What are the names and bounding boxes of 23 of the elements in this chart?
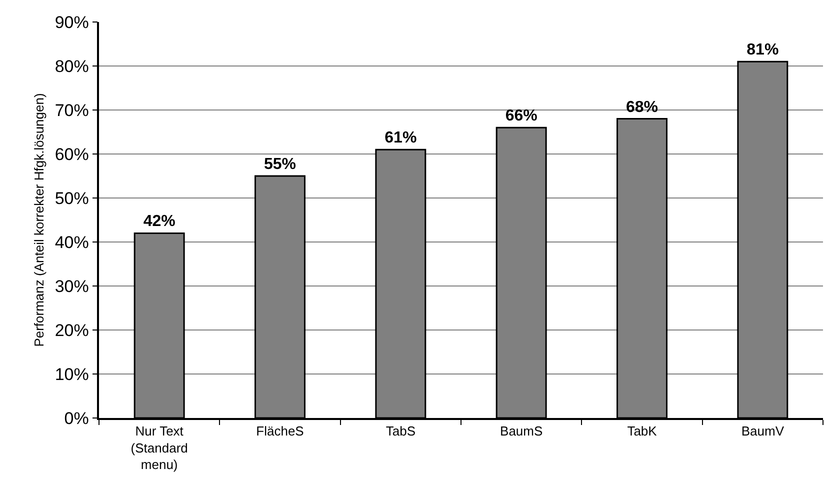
y-tick-label: 80% — [54, 56, 89, 76]
x-tick-label: BaumS — [500, 423, 543, 438]
y-tick-label: 40% — [54, 232, 89, 252]
data-label: 61% — [384, 130, 417, 147]
data-label: 66% — [505, 108, 538, 125]
y-tick-label: 0% — [64, 408, 89, 428]
y-tick-label: 10% — [54, 364, 89, 384]
x-tick-label: Nur Text (Standard menu) — [130, 423, 188, 472]
x-tick-label: FlächeS — [256, 423, 304, 438]
y-axis-title: Performanz (Anteil korrekter Hfgk.lösungen) — [31, 93, 46, 347]
x-tick-label: TabS — [386, 423, 416, 438]
data-label: 55% — [264, 156, 296, 173]
y-tick-label: 30% — [54, 276, 89, 296]
data-label: 42% — [143, 213, 176, 230]
y-tick-label: 50% — [54, 188, 89, 208]
y-tick-label: 60% — [54, 144, 89, 164]
y-tick-label: 90% — [54, 12, 89, 32]
y-tick-label: 20% — [54, 320, 89, 340]
y-tick-label: 70% — [54, 100, 89, 120]
data-label: 81% — [746, 42, 779, 59]
x-tick-label: BaumV — [741, 423, 784, 438]
data-label: 68% — [626, 98, 658, 116]
x-tick-label: TabK — [627, 423, 658, 438]
